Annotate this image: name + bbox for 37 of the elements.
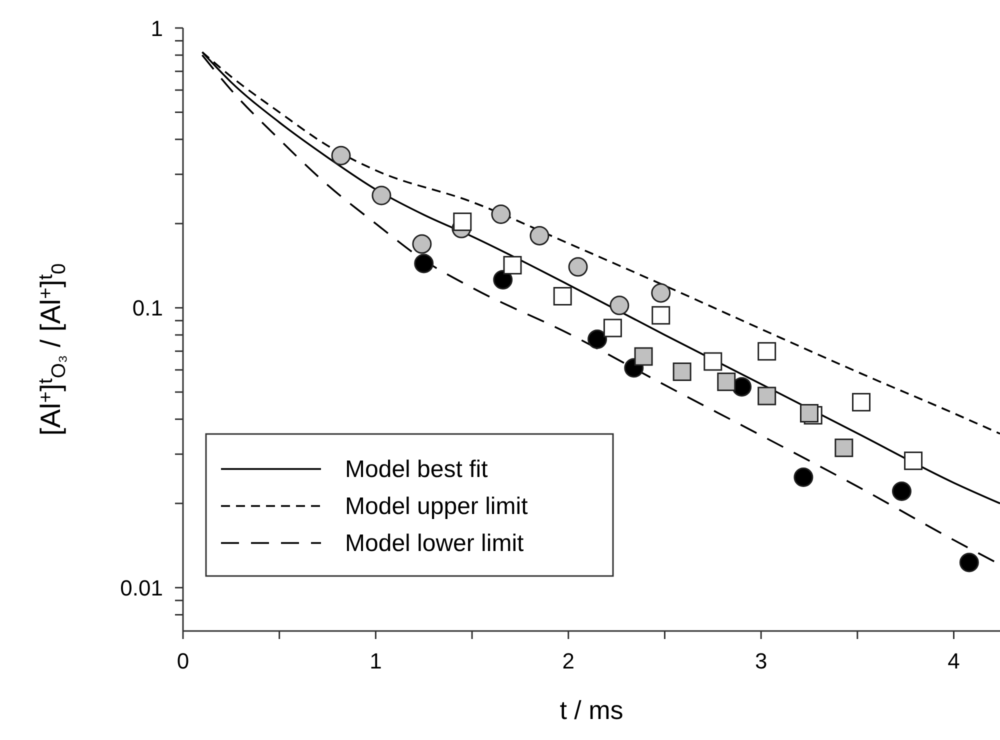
point <box>834 438 854 458</box>
point <box>331 146 351 166</box>
point <box>758 386 776 406</box>
point <box>904 452 923 470</box>
point <box>412 234 432 254</box>
x-tick-label: 1 <box>370 648 382 674</box>
point <box>453 212 472 232</box>
point <box>800 404 818 422</box>
point <box>672 362 692 381</box>
point <box>892 482 912 502</box>
point <box>491 204 511 224</box>
point <box>651 283 671 303</box>
point <box>704 352 722 371</box>
y-tick-label: 1 <box>150 16 163 41</box>
point <box>414 254 434 274</box>
x-axis-title: t / ms <box>560 695 624 725</box>
point <box>372 186 392 206</box>
x-tick-label: 2 <box>562 648 574 674</box>
point <box>610 296 630 316</box>
point <box>588 330 608 350</box>
x-tick-label: 4 <box>948 648 960 674</box>
point <box>732 377 752 397</box>
point <box>634 347 653 366</box>
point <box>568 257 588 277</box>
point <box>493 270 513 290</box>
point <box>794 468 814 488</box>
x-tick-label: 3 <box>754 648 768 674</box>
point <box>717 372 736 392</box>
y-tick-label: 0.1 <box>132 296 163 321</box>
point <box>503 256 522 274</box>
x-tick-label: 0 <box>176 648 190 674</box>
point <box>959 552 979 572</box>
y-tick-label: 0.01 <box>120 575 163 600</box>
point <box>530 226 550 246</box>
legend-label: Model upper limit <box>345 493 528 520</box>
legend-label: Model lower limit <box>345 530 524 557</box>
legend-label: Model best fit <box>345 456 488 483</box>
